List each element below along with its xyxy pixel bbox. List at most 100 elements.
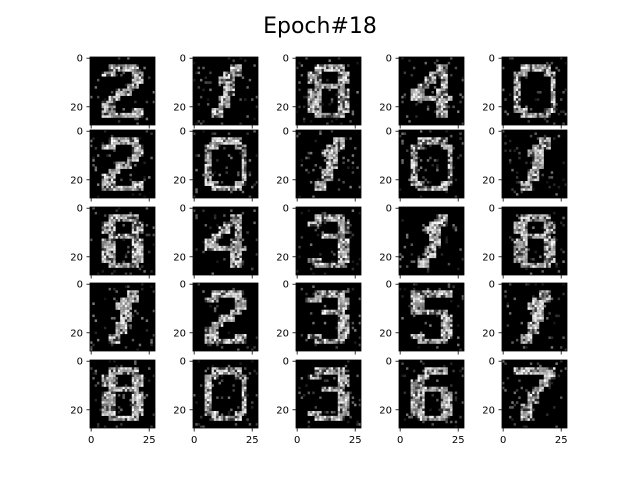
pixel (101, 377, 105, 380)
pixel (415, 88, 418, 92)
pixel (450, 321, 453, 325)
pixel (127, 93, 130, 96)
pixel (555, 108, 558, 111)
pixel (239, 142, 242, 145)
pixel (211, 188, 214, 191)
pixel (445, 130, 448, 133)
pixel (410, 98, 414, 101)
pixel (131, 415, 135, 419)
pixel (419, 260, 423, 263)
pixel (227, 341, 231, 344)
pixel (122, 219, 125, 222)
pixel (525, 336, 528, 339)
pixel (120, 364, 123, 368)
pixel (113, 64, 116, 67)
pixel (328, 59, 331, 62)
pixel (227, 88, 231, 92)
pixel (101, 248, 105, 251)
pixel (129, 64, 132, 67)
pixel (553, 228, 556, 232)
pixel (255, 372, 259, 375)
pixel (216, 142, 219, 145)
pixel (141, 181, 144, 184)
pixel (337, 64, 341, 67)
pixel (536, 168, 540, 172)
pixel (113, 255, 116, 259)
pixel (555, 262, 558, 266)
pixel (330, 219, 334, 222)
pixel (110, 413, 114, 416)
pixel (218, 228, 221, 232)
pixel (241, 176, 245, 179)
pixel (433, 341, 437, 344)
pixel (532, 314, 535, 318)
pixel (230, 238, 233, 242)
pixel (513, 241, 517, 244)
pixel (541, 147, 544, 150)
pixel (113, 115, 116, 118)
pixel (136, 142, 139, 145)
pixel (209, 176, 212, 179)
pixel (333, 260, 336, 263)
pixel (520, 334, 523, 337)
pixel (319, 103, 322, 106)
pixel (131, 292, 135, 296)
pixel (127, 83, 130, 87)
pixel (548, 233, 551, 237)
pixel (136, 367, 139, 370)
pixel (113, 216, 116, 220)
pixel (141, 76, 144, 79)
pixel (145, 224, 149, 227)
pixel (525, 214, 528, 217)
pixel (108, 231, 111, 234)
pixel (342, 228, 345, 232)
pixel (110, 168, 114, 172)
pixel (237, 262, 240, 266)
pixel (532, 154, 535, 157)
y-tick-label: 0 (489, 54, 495, 65)
pixel (312, 98, 315, 101)
pixel (415, 309, 418, 313)
pixel (340, 122, 343, 126)
pixel (108, 137, 111, 140)
pixel (244, 302, 247, 305)
pixel (244, 394, 247, 397)
pixel (525, 181, 528, 184)
pixel (314, 112, 317, 116)
pixel (344, 317, 348, 320)
pixel (447, 161, 451, 165)
panel-pixels (401, 57, 465, 126)
pixel (344, 258, 348, 261)
pixel (358, 258, 362, 261)
pixel (546, 64, 549, 67)
pixel (230, 415, 233, 419)
pixel (122, 185, 125, 189)
pixel (321, 369, 324, 373)
pixel (319, 91, 322, 94)
pixel (202, 173, 205, 177)
pixel (527, 324, 530, 327)
pixel (106, 226, 109, 229)
pixel (220, 139, 224, 143)
pixel (206, 377, 210, 380)
pixel (239, 233, 242, 237)
pixel (244, 396, 247, 399)
pixel (244, 164, 247, 167)
pixel (347, 329, 350, 332)
pixel (230, 76, 233, 79)
pixel (113, 110, 116, 113)
pixel (213, 415, 217, 419)
pixel (342, 88, 345, 92)
panel-frame (398, 129, 465, 199)
pixel (211, 139, 214, 143)
pixel (232, 59, 235, 62)
pixel (141, 110, 144, 113)
pixel (534, 178, 537, 182)
pixel (227, 86, 231, 89)
pixel (122, 302, 125, 305)
pixel (518, 221, 521, 225)
pixel (438, 64, 441, 67)
pixel (307, 336, 311, 339)
pixel (103, 408, 107, 412)
